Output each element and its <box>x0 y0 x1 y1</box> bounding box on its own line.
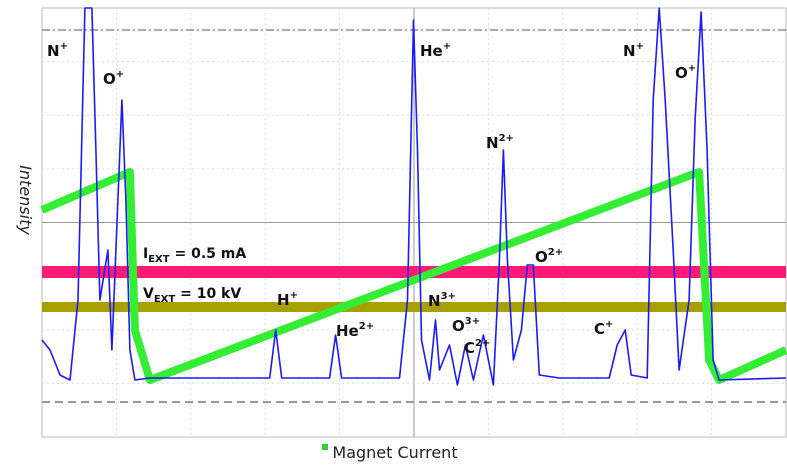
value: = 0.5 mA <box>170 246 247 262</box>
ion: C <box>594 320 605 338</box>
marker <box>322 444 328 450</box>
ion: N <box>428 292 441 310</box>
charge: + <box>60 41 68 52</box>
x-axis-label: Magnet Current <box>332 443 457 462</box>
charge: 3+ <box>465 316 480 327</box>
ion: O <box>535 248 548 266</box>
charge: 2+ <box>475 338 490 349</box>
ion: O <box>675 64 688 82</box>
ion: O <box>103 70 116 88</box>
charge: 2+ <box>499 133 514 144</box>
charge: 3+ <box>441 291 456 302</box>
symbol: V <box>143 286 154 302</box>
subscript: EXT <box>154 294 176 305</box>
subscript: EXT <box>148 254 170 265</box>
value: = 10 kV <box>175 286 241 302</box>
ion: N <box>623 42 636 60</box>
ion: H <box>277 291 290 309</box>
charge: + <box>636 41 644 52</box>
charge: + <box>290 290 298 301</box>
ion: N <box>47 42 60 60</box>
charge: + <box>443 41 451 52</box>
charge: + <box>605 319 613 330</box>
charge: 2+ <box>548 247 563 258</box>
charge: 2+ <box>359 321 374 332</box>
charge: + <box>688 63 696 74</box>
ion: N <box>486 134 499 152</box>
ion: He <box>336 322 359 340</box>
ion: O <box>452 317 465 335</box>
ion: He <box>420 42 443 60</box>
chart: N+ O+ He+ N2+ O2+ H+ He2+ N3+ O3+ C2+ C+… <box>0 0 787 473</box>
ion: C <box>464 339 475 357</box>
charge: + <box>116 69 124 80</box>
y-axis-label: Intensity <box>16 165 35 235</box>
